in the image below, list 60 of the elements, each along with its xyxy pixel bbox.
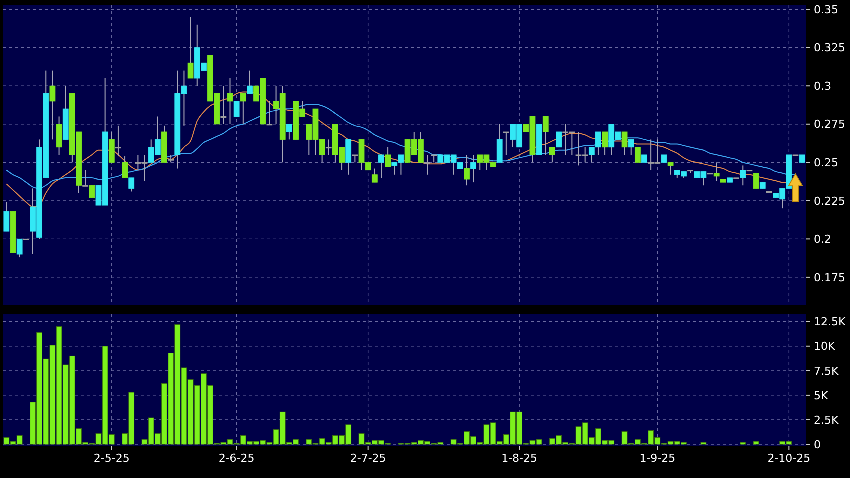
y-tick-label: 0 — [814, 438, 821, 452]
y-tick-label: 0.225 — [814, 194, 846, 208]
candlestick — [82, 170, 89, 187]
candlestick — [128, 177, 135, 192]
x-tick-label: 1-8-25 — [502, 452, 538, 465]
y-tick-label: 5K — [814, 389, 829, 402]
y-tick-label: 0.2 — [814, 233, 832, 246]
candlestick — [108, 132, 115, 164]
candlestick — [385, 146, 392, 168]
candlestick — [378, 154, 384, 178]
candlestick — [424, 154, 430, 176]
y-tick-label: 2.5K — [814, 414, 840, 427]
candlestick — [602, 132, 608, 156]
candlestick — [753, 172, 760, 190]
candlestick — [470, 154, 476, 184]
candlestick — [372, 168, 378, 184]
x-tick-label: 2-6-25 — [218, 452, 255, 465]
candlestick — [89, 185, 96, 198]
y-tick-label: 0.175 — [814, 271, 846, 284]
candlestick — [266, 100, 273, 126]
y-tick-label: 0.325 — [814, 42, 846, 55]
candlestick — [496, 124, 503, 164]
candlestick — [464, 154, 470, 186]
candlestick — [542, 116, 549, 156]
x-tick-label: 1-9-25 — [640, 452, 676, 465]
candlestick — [668, 162, 674, 176]
candlestick — [622, 132, 628, 156]
y-tick-label: 0.275 — [814, 118, 846, 132]
candlestick — [50, 70, 56, 140]
y-tick-label: 12.5K — [814, 316, 846, 329]
candlestick — [4, 202, 10, 232]
candlestick — [227, 78, 234, 125]
candlestick — [628, 139, 634, 156]
y-tick-label: 0.25 — [814, 156, 838, 170]
x-tick-label: 2-7-25 — [350, 452, 386, 465]
candlestick — [286, 124, 292, 140]
x-tick-label: 2-10-25 — [768, 452, 811, 465]
candlestick — [240, 93, 246, 125]
candlestick — [634, 146, 641, 164]
candlestick — [740, 165, 746, 186]
x-tick-label: 2-5-25 — [94, 452, 130, 465]
candlestick — [714, 162, 720, 182]
y-tick-label: 7.5K — [814, 364, 840, 378]
candlestick — [346, 139, 352, 176]
candlestick — [122, 156, 128, 178]
y-tick-label: 10K — [814, 340, 836, 354]
candlestick — [234, 101, 240, 117]
candlestick — [326, 139, 332, 156]
candlestick — [116, 125, 122, 158]
candlestick — [188, 16, 194, 79]
candlestick — [220, 86, 227, 125]
y-tick-label: 0.35 — [814, 3, 838, 16]
candlestick — [550, 146, 556, 164]
candlestick — [247, 70, 253, 94]
candlestick — [16, 238, 23, 258]
candlestick — [556, 132, 562, 148]
bar — [753, 441, 760, 445]
candlestick — [56, 116, 62, 156]
y-tick-label: 0.3 — [814, 80, 832, 93]
candlestick — [503, 132, 510, 156]
